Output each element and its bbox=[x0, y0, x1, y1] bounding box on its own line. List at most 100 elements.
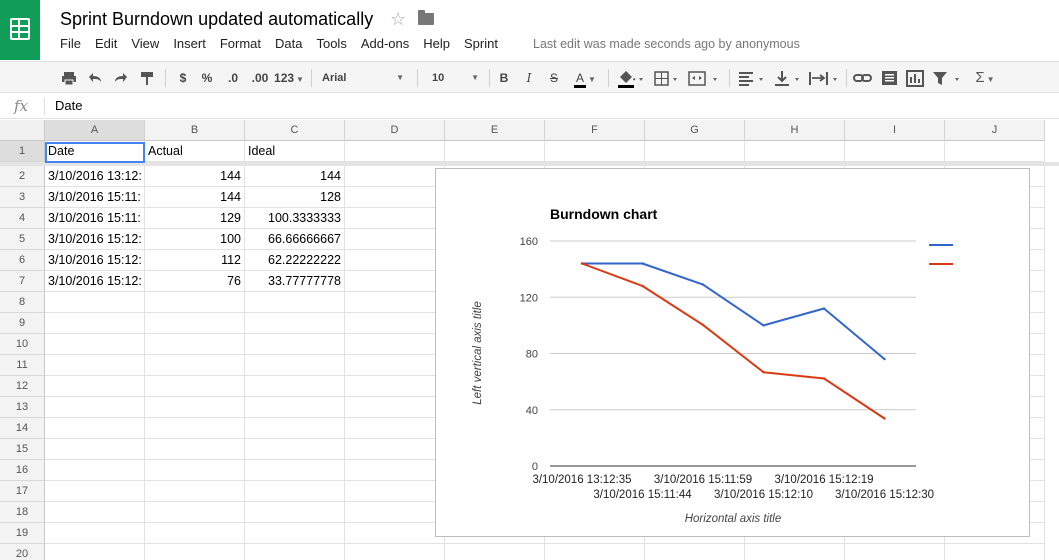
column-header-j[interactable]: J bbox=[945, 120, 1045, 141]
row-header-13[interactable]: 13 bbox=[0, 397, 45, 418]
cell-a20[interactable] bbox=[45, 544, 145, 560]
cell-a16[interactable] bbox=[45, 460, 145, 481]
cell-c18[interactable] bbox=[245, 502, 345, 523]
cell-b15[interactable] bbox=[145, 439, 245, 460]
cell-a13[interactable] bbox=[45, 397, 145, 418]
cell-d3[interactable] bbox=[345, 187, 445, 208]
menu-format[interactable]: Format bbox=[219, 36, 261, 51]
cell-b6[interactable]: 112 bbox=[145, 250, 245, 271]
insert-comment-icon[interactable] bbox=[879, 68, 901, 88]
strikethrough-button[interactable]: S bbox=[549, 71, 558, 85]
row-header-16[interactable]: 16 bbox=[0, 460, 45, 481]
font-size-select[interactable]: 10 ▼ bbox=[426, 68, 481, 88]
cell-a12[interactable] bbox=[45, 376, 145, 397]
cell-c11[interactable] bbox=[245, 355, 345, 376]
cell-d9[interactable] bbox=[345, 313, 445, 334]
column-header-f[interactable]: F bbox=[545, 120, 645, 141]
row-header-1[interactable]: 1 bbox=[0, 141, 45, 162]
cell-b13[interactable] bbox=[145, 397, 245, 418]
cell-c2[interactable]: 144 bbox=[245, 166, 345, 187]
menu-data[interactable]: Data bbox=[275, 36, 303, 51]
document-title[interactable]: Sprint Burndown updated automatically bbox=[60, 9, 374, 29]
cell-a14[interactable] bbox=[45, 418, 145, 439]
row-header-8[interactable]: 8 bbox=[0, 292, 45, 313]
cell-d8[interactable] bbox=[345, 292, 445, 313]
row-header-7[interactable]: 7 bbox=[0, 271, 45, 292]
cell-d6[interactable] bbox=[345, 250, 445, 271]
cell-b17[interactable] bbox=[145, 481, 245, 502]
cell-a4[interactable]: 3/10/2016 15:11: bbox=[45, 208, 145, 229]
folder-icon[interactable] bbox=[418, 10, 434, 25]
row-header-19[interactable]: 19 bbox=[0, 523, 45, 544]
cell-b8[interactable] bbox=[145, 292, 245, 313]
burndown-chart[interactable]: Burndown chart 0 40 80 120 160 3/10/2016 13:12… bbox=[435, 168, 1030, 537]
cell-b10[interactable] bbox=[145, 334, 245, 355]
cell-h1[interactable] bbox=[745, 141, 845, 162]
star-icon[interactable]: ☆ bbox=[390, 9, 407, 29]
cell-a11[interactable] bbox=[45, 355, 145, 376]
row-header-6[interactable]: 6 bbox=[0, 250, 45, 271]
cell-d1[interactable] bbox=[345, 141, 445, 162]
cell-a18[interactable] bbox=[45, 502, 145, 523]
column-header-h[interactable]: H bbox=[745, 120, 845, 141]
cell-d14[interactable] bbox=[345, 418, 445, 439]
cell-c3[interactable]: 128 bbox=[245, 187, 345, 208]
cell-c8[interactable] bbox=[245, 292, 345, 313]
cell-a5[interactable]: 3/10/2016 15:12: bbox=[45, 229, 145, 250]
cell-a8[interactable] bbox=[45, 292, 145, 313]
cell-d20[interactable] bbox=[345, 544, 445, 560]
format-percent-button[interactable]: % bbox=[201, 71, 213, 85]
row-header-3[interactable]: 3 bbox=[0, 187, 45, 208]
select-all-corner[interactable] bbox=[0, 120, 45, 141]
cell-b4[interactable]: 129 bbox=[145, 208, 245, 229]
cell-b1[interactable]: Actual bbox=[145, 141, 245, 162]
column-header-e[interactable]: E bbox=[445, 120, 545, 141]
cell-d5[interactable] bbox=[345, 229, 445, 250]
cell-c4[interactable]: 100.3333333 bbox=[245, 208, 345, 229]
menu-edit[interactable]: Edit bbox=[94, 36, 118, 51]
cell-g1[interactable] bbox=[645, 141, 745, 162]
cell-d10[interactable] bbox=[345, 334, 445, 355]
cell-a1[interactable]: Date bbox=[45, 141, 145, 162]
cell-c10[interactable] bbox=[245, 334, 345, 355]
row-header-12[interactable]: 12 bbox=[0, 376, 45, 397]
increase-decimals-button[interactable]: .00 bbox=[251, 71, 269, 85]
cell-c12[interactable] bbox=[245, 376, 345, 397]
functions-button[interactable]: Σ ▼ bbox=[970, 68, 1000, 88]
cell-j1[interactable] bbox=[945, 141, 1045, 162]
text-wrapping-icon[interactable] bbox=[806, 68, 842, 88]
redo-icon[interactable] bbox=[112, 68, 130, 88]
insert-link-icon[interactable] bbox=[852, 68, 874, 88]
row-header-18[interactable]: 18 bbox=[0, 502, 45, 523]
undo-icon[interactable] bbox=[86, 68, 104, 88]
cell-c20[interactable] bbox=[245, 544, 345, 560]
row-header-20[interactable]: 20 bbox=[0, 544, 45, 560]
more-formats-button[interactable]: 123 ▼ bbox=[274, 68, 304, 88]
cell-d19[interactable] bbox=[345, 523, 445, 544]
cell-b5[interactable]: 100 bbox=[145, 229, 245, 250]
cell-a19[interactable] bbox=[45, 523, 145, 544]
cell-c6[interactable]: 62.22222222 bbox=[245, 250, 345, 271]
menu-insert[interactable]: Insert bbox=[173, 36, 206, 51]
menu-sprint[interactable]: Sprint bbox=[464, 36, 498, 51]
cell-c7[interactable]: 33.77777778 bbox=[245, 271, 345, 292]
cell-d12[interactable] bbox=[345, 376, 445, 397]
cell-b11[interactable] bbox=[145, 355, 245, 376]
row-header-14[interactable]: 14 bbox=[0, 418, 45, 439]
row-header-9[interactable]: 9 bbox=[0, 313, 45, 334]
cell-c17[interactable] bbox=[245, 481, 345, 502]
cell-a10[interactable] bbox=[45, 334, 145, 355]
cell-d7[interactable] bbox=[345, 271, 445, 292]
bold-button[interactable]: B bbox=[499, 71, 509, 85]
vertical-align-icon[interactable] bbox=[772, 68, 804, 88]
cell-a15[interactable] bbox=[45, 439, 145, 460]
last-edit-status[interactable]: Last edit was made seconds ago by anonym… bbox=[533, 37, 800, 51]
cell-d17[interactable] bbox=[345, 481, 445, 502]
text-color-button[interactable]: A ▼ bbox=[570, 68, 600, 88]
italic-button[interactable]: I bbox=[526, 71, 532, 85]
sheets-logo[interactable] bbox=[0, 0, 40, 60]
cell-b16[interactable] bbox=[145, 460, 245, 481]
cell-d13[interactable] bbox=[345, 397, 445, 418]
frozen-row-divider[interactable] bbox=[0, 162, 1059, 166]
cell-a9[interactable] bbox=[45, 313, 145, 334]
